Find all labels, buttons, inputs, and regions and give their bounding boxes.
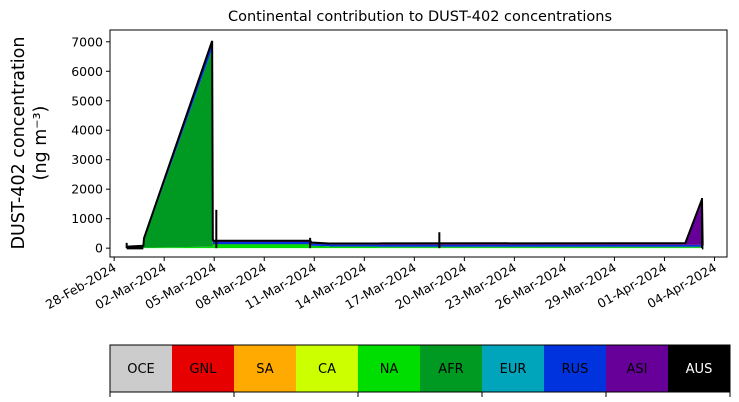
legend-label-afr: AFR <box>438 362 463 377</box>
legend-swatch-ca <box>296 345 359 392</box>
legend-swatch-eur <box>482 345 545 392</box>
legend-swatch-afr <box>420 345 483 392</box>
y-tick-label: 5000 <box>71 93 103 108</box>
area-afr <box>126 49 704 248</box>
legend-label-na: NA <box>380 362 399 377</box>
stacked-areas <box>126 40 704 250</box>
legend-label-aus: AUS <box>686 362 713 377</box>
legend-swatch-asi <box>606 345 669 392</box>
y-axis-label-line2: (ng m⁻³) <box>31 106 51 181</box>
y-tick-label: 3000 <box>71 152 103 167</box>
legend-swatch-rus <box>544 345 607 392</box>
total-outline <box>126 40 704 248</box>
legend-label-oce: OCE <box>127 362 155 377</box>
legend-label-rus: RUS <box>562 362 589 377</box>
legend-label-sa: SA <box>256 362 273 377</box>
y-tick-label: 2000 <box>71 182 103 197</box>
y-tick-label: 6000 <box>71 64 103 79</box>
legend-label-gnl: GNL <box>189 362 217 377</box>
plot-frame <box>109 29 728 258</box>
legend-label-eur: EUR <box>500 362 527 377</box>
legend-swatch-oce <box>110 345 173 392</box>
legend-colorbar: OCE GNL SA CA NA AFR EUR RUS ASI AUS <box>109 344 731 397</box>
y-tick-label: 1000 <box>71 211 103 226</box>
legend-swatch-na <box>358 345 421 392</box>
y-axis-label-line1: DUST-402 concentration <box>9 37 29 250</box>
y-axis-label: DUST-402 concentration (ng m⁻³) <box>9 37 51 250</box>
legend-frame <box>109 344 731 393</box>
x-axis: 28-Feb-202402-Mar-202405-Mar-202408-Mar-… <box>43 257 719 312</box>
y-tick-label: 0 <box>95 241 103 256</box>
legend-swatch-aus <box>668 345 731 392</box>
legend-swatch-sa <box>234 345 297 392</box>
y-tick-label: 4000 <box>71 123 103 138</box>
legend-swatch-gnl <box>172 345 235 392</box>
legend-label-asi: ASI <box>627 362 648 377</box>
y-axis: 0 1000 2000 3000 4000 5000 6000 7000 <box>71 34 110 256</box>
y-tick-label: 7000 <box>71 34 103 49</box>
spike-lines <box>125 198 703 249</box>
chart-title: Continental contribution to DUST-402 con… <box>228 9 612 25</box>
area-na <box>126 244 704 249</box>
legend-label-ca: CA <box>318 362 336 377</box>
